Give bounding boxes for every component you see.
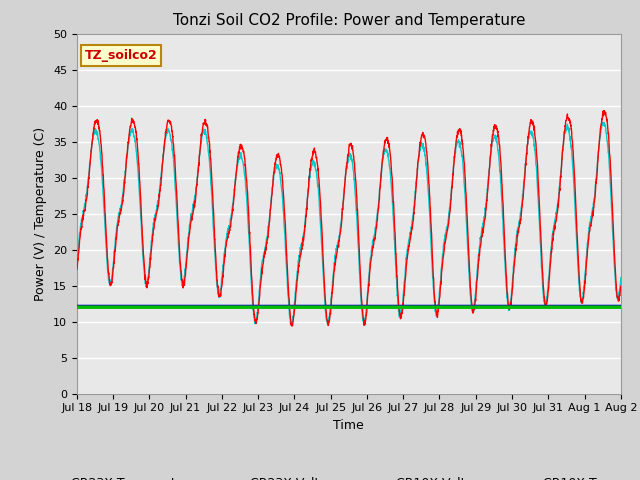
Title: Tonzi Soil CO2 Profile: Power and Temperature: Tonzi Soil CO2 Profile: Power and Temper… xyxy=(173,13,525,28)
Legend: CR23X Temperature, CR23X Voltage, CR10X Voltage, CR10X Temperature: CR23X Temperature, CR23X Voltage, CR10X … xyxy=(24,472,640,480)
Text: TZ_soilco2: TZ_soilco2 xyxy=(85,49,157,62)
X-axis label: Time: Time xyxy=(333,419,364,432)
Y-axis label: Power (V) / Temperature (C): Power (V) / Temperature (C) xyxy=(35,127,47,300)
